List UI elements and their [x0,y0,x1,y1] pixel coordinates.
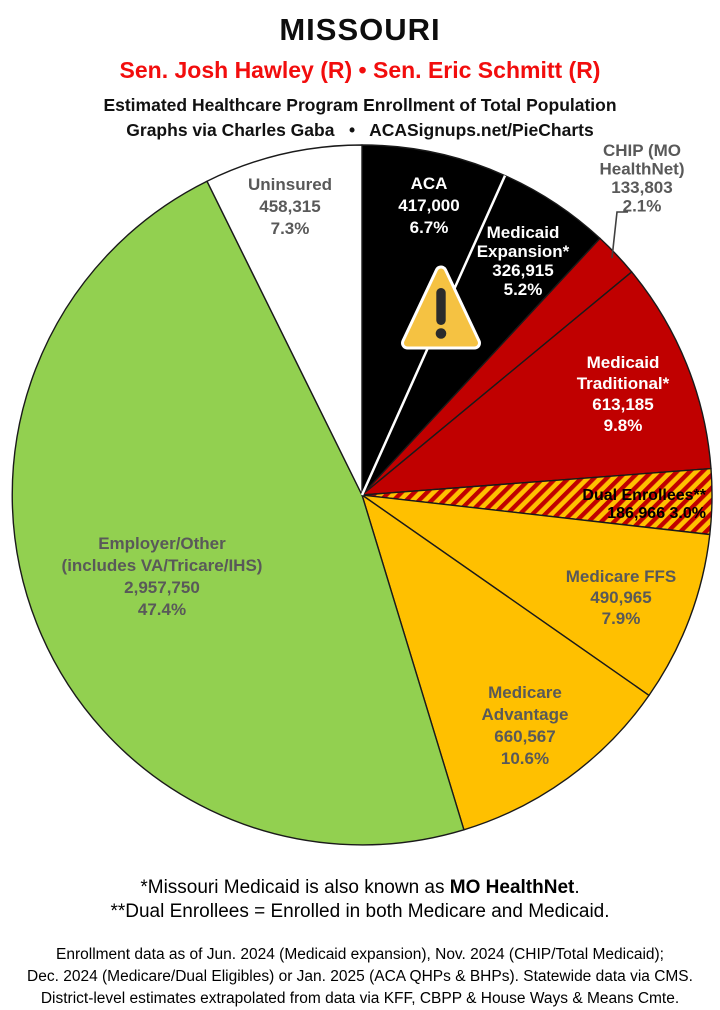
warning-icon [401,265,481,350]
source-line-3: District-level estimates extrapolated fr… [40,990,680,1007]
source-line-1: Enrollment data as of Jun. 2024 (Medicai… [56,946,664,963]
leader-line-chip [611,211,628,259]
slice-label-medicaid-expansion: Medicaid Expansion* 326,915 5.2% [477,223,570,299]
footnotes: *Missouri Medicaid is also known as MO H… [0,876,720,924]
warning-exclamation-dot [435,328,447,339]
chart-credit: Graphs via Charles Gaba • ACASignups.net… [126,120,594,140]
slice-label-dual-enrollees: Dual Enrollees** 186,966 3.0% [582,487,706,522]
pie-chart: ACA 417,000 6.7% Medicaid Expansion* 326,915 5… [0,140,720,860]
slice-label-medicare-advantage: Medicare Advantage 660,567 10.6% [482,683,569,768]
page-title: MISSOURI [279,12,441,47]
slice-label-uninsured: Uninsured 458,315 7.3% [248,175,332,238]
pie-slice-medicare-advantage [361,494,650,831]
pie-chart-svg: ACA 417,000 6.7% Medicaid Expansion* 326,915 5… [11,141,713,846]
slice-label-chip: CHIP (MO HealthNet) 133,803 2.1% [599,141,684,216]
slice-label-medicare-ffs: Medicare FFS 490,965 7.9% [566,567,677,628]
pie-slice-medicaid-traditional [361,271,712,496]
slices-layer [11,144,713,846]
slice-label-employer-other: Employer/Other (includes VA/Tricare/IHS) 2… [62,534,263,619]
warning-exclamation-bar [436,288,446,325]
source-line-2: Dec. 2024 (Medicare/Dual Eligibles) or J… [27,968,693,985]
header: MISSOURI Sen. Josh Hawley (R) • Sen. Eri… [0,12,720,141]
footnote-dual: **Dual Enrollees = Enrolled in both Medi… [110,901,610,922]
senators-line: Sen. Josh Hawley (R) • Sen. Eric Schmitt… [119,57,601,83]
slice-label-aca: ACA 417,000 6.7% [398,174,459,237]
chart-description: Estimated Healthcare Program Enrollment … [103,95,617,115]
pie-slice-uninsured [206,144,363,496]
overlay-layer: ACA 417,000 6.7% Medicaid Expansion* 326,915 5… [62,141,707,768]
slice-label-medicaid-traditional: Medicaid Traditional* 613,185 9.8% [577,353,670,435]
footnote-medicaid: *Missouri Medicaid is also known as MO H… [140,877,580,898]
pie-slice-medicare-ffs [361,494,711,697]
source-note: Enrollment data as of Jun. 2024 (Medicai… [0,944,720,1010]
pie-slice-employer-other [11,180,465,846]
